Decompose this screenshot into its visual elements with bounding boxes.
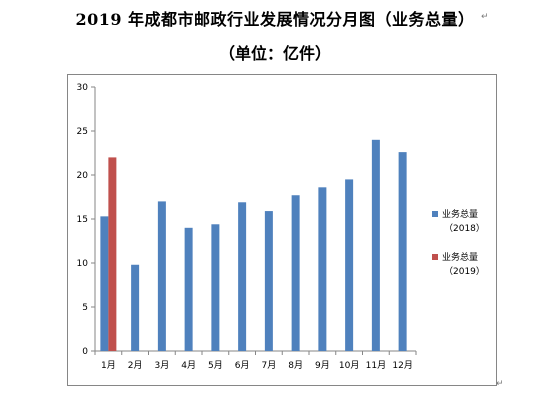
bar-2018-5 [211, 224, 220, 351]
chart-frame: 0 5 10 15 20 25 30 1月 2月 3月 4月 5月 6月 7月 8月 9月 10月 11月 12月 业… [67, 74, 497, 386]
bar-2018-1 [100, 216, 109, 351]
y-tick-label: 15 [77, 215, 88, 225]
bar-2019-1 [108, 157, 117, 351]
x-tick-label: 9月 [315, 360, 330, 371]
y-tick-label: 5 [82, 303, 88, 313]
x-tick-label: 7月 [262, 360, 277, 371]
bar-2018-8 [291, 195, 300, 351]
x-tick-label: 2月 [128, 360, 143, 371]
paragraph-mark-icon: ↵ [496, 379, 504, 389]
bar-chart: 0 5 10 15 20 25 30 1月 2月 3月 4月 5月 6月 7月 8月 9月 10月 11月 12月 业… [77, 83, 485, 371]
bar-2018-6 [238, 202, 247, 351]
bar-2018-9 [318, 187, 327, 351]
y-tick-label: 30 [77, 83, 89, 93]
bar-2018-10 [345, 179, 354, 351]
x-tick-label: 3月 [155, 360, 170, 371]
page-subtitle: （单位：亿件） [218, 44, 331, 63]
x-tick-label: 4月 [181, 360, 196, 371]
y-tick-label: 20 [77, 171, 89, 181]
legend-sublabel-1: （2019） [444, 266, 485, 277]
x-tick-label: 12月 [392, 360, 412, 371]
paragraph-mark-icon: ↵ [481, 12, 489, 22]
bar-2018-2 [131, 264, 140, 351]
bar-2018-7 [264, 211, 273, 351]
y-tick-label: 25 [77, 127, 88, 137]
y-tick-label: 10 [77, 259, 89, 269]
legend-label-0: 业务总量 [442, 208, 478, 220]
x-tick-label: 8月 [288, 360, 303, 371]
legend-swatch-0 [432, 211, 438, 217]
x-tick-label: 5月 [208, 360, 223, 371]
page-title: 2019 年成都市邮政行业发展情况分月图（业务总量） [75, 10, 475, 29]
x-tick-label: 10月 [339, 360, 359, 371]
legend-swatch-1 [432, 254, 438, 260]
legend-label-1: 业务总量 [442, 251, 478, 263]
x-tick-label: 11月 [366, 360, 386, 371]
bar-2018-11 [371, 139, 380, 351]
bar-2018-3 [157, 201, 166, 351]
bar-2018-4 [184, 227, 193, 351]
bar-2018-12 [398, 152, 407, 351]
x-tick-label: 6月 [235, 360, 250, 371]
legend-sublabel-0: （2018） [444, 223, 485, 234]
y-tick-label: 0 [82, 347, 88, 357]
x-tick-label: 1月 [101, 360, 116, 371]
